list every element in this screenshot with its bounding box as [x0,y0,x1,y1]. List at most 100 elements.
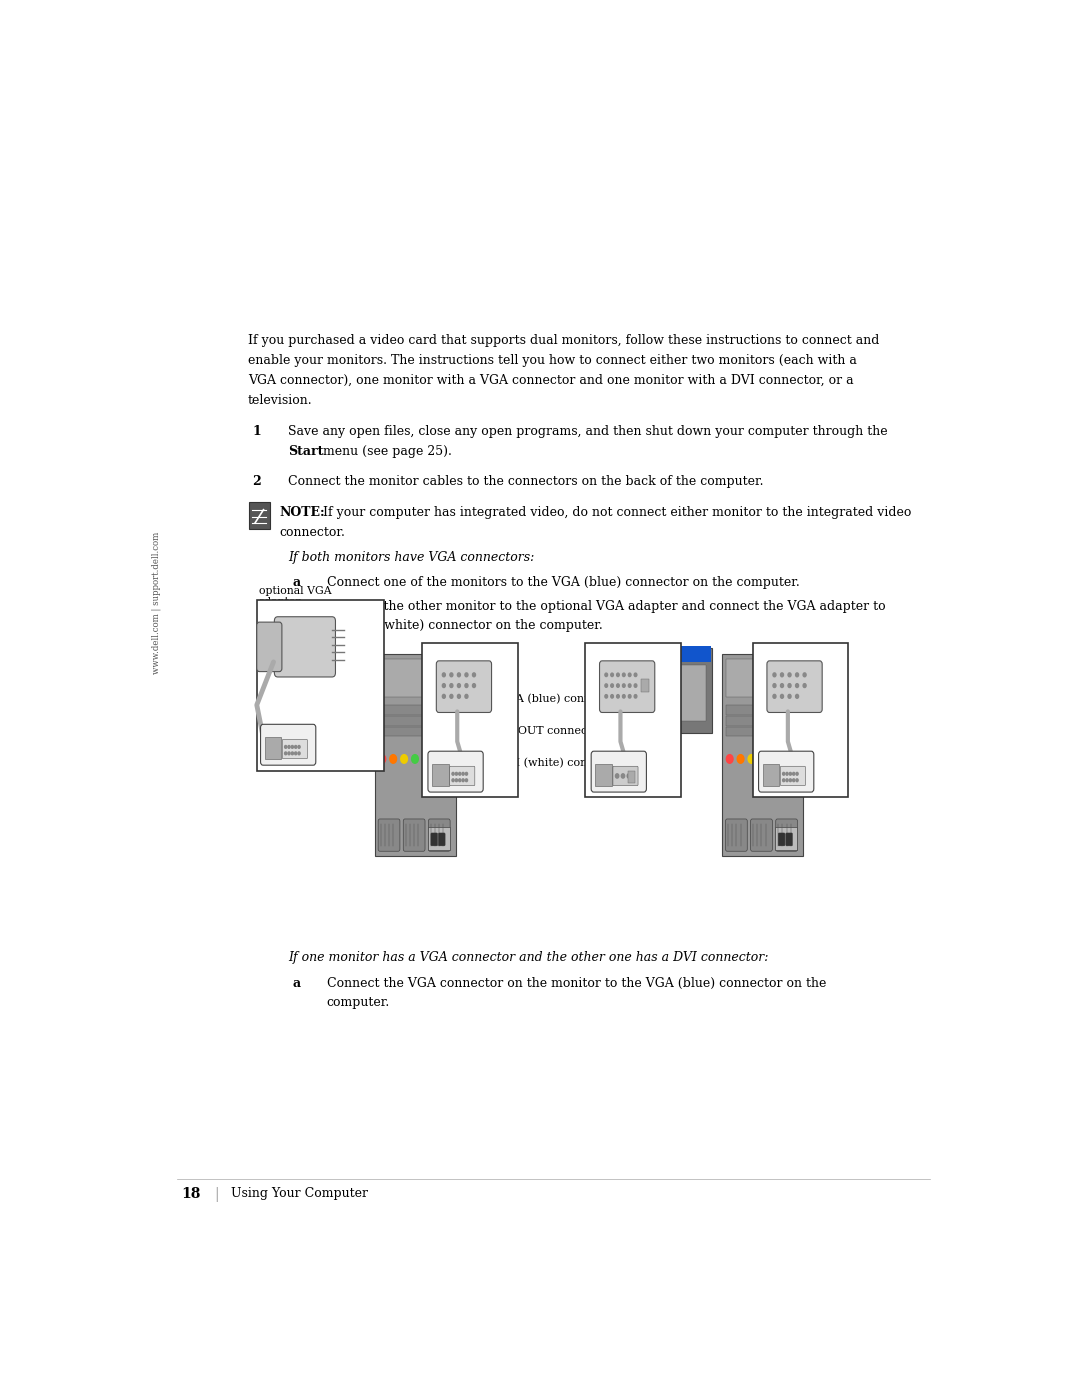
Circle shape [433,754,440,763]
Text: the DVI (white) connector on the computer.: the DVI (white) connector on the compute… [326,619,603,633]
Circle shape [781,754,787,763]
FancyBboxPatch shape [767,661,822,712]
Text: TV OUT connector: TV OUT connector [499,725,604,736]
Circle shape [462,780,464,782]
Circle shape [443,673,445,676]
Circle shape [617,694,619,698]
FancyBboxPatch shape [762,764,780,785]
Circle shape [465,683,468,687]
Circle shape [622,685,625,687]
Circle shape [634,673,637,676]
Circle shape [621,774,624,778]
Text: Connect the other monitor to the optional VGA adapter and connect the VGA adapte: Connect the other monitor to the optiona… [326,599,886,612]
Circle shape [379,754,386,763]
FancyBboxPatch shape [438,833,445,845]
Text: Using Your Computer: Using Your Computer [231,1187,368,1200]
Circle shape [796,694,798,698]
Circle shape [773,683,775,687]
Text: VGA: VGA [450,766,463,770]
FancyBboxPatch shape [779,833,785,845]
Circle shape [804,683,806,687]
Circle shape [292,752,294,754]
Circle shape [451,773,455,775]
Circle shape [456,773,458,775]
Circle shape [770,754,777,763]
Circle shape [472,673,475,676]
FancyBboxPatch shape [775,819,797,851]
FancyBboxPatch shape [640,679,649,692]
Circle shape [411,754,418,763]
FancyBboxPatch shape [449,767,475,785]
FancyBboxPatch shape [274,616,336,678]
FancyBboxPatch shape [282,739,308,759]
FancyBboxPatch shape [751,819,772,851]
FancyBboxPatch shape [613,767,638,785]
Circle shape [458,683,460,687]
Text: NOTE:: NOTE: [280,506,325,518]
Circle shape [783,780,785,782]
Text: 2: 2 [253,475,261,489]
Circle shape [634,685,637,687]
Circle shape [401,754,407,763]
Circle shape [465,773,468,775]
Circle shape [611,685,613,687]
FancyBboxPatch shape [726,717,800,725]
FancyBboxPatch shape [723,654,804,855]
FancyBboxPatch shape [781,767,806,785]
FancyBboxPatch shape [248,502,270,528]
Text: www.dell.com | support.dell.com: www.dell.com | support.dell.com [151,532,161,675]
Circle shape [738,754,744,763]
Text: b: b [293,599,301,612]
Text: menu (see page 25).: menu (see page 25). [320,444,453,458]
Text: VGA (blue) connector: VGA (blue) connector [499,694,621,704]
Circle shape [629,673,631,676]
Circle shape [390,754,396,763]
FancyBboxPatch shape [378,726,453,736]
Circle shape [622,694,625,698]
Text: If both monitors have VGA connectors:: If both monitors have VGA connectors: [288,552,535,564]
Circle shape [295,752,297,754]
Circle shape [796,683,798,687]
Circle shape [298,752,300,754]
Text: optional VGA
adapter: optional VGA adapter [259,585,332,608]
FancyBboxPatch shape [428,752,483,792]
FancyBboxPatch shape [403,819,426,851]
Text: Connect the VGA connector on the monitor to the VGA (blue) connector on the: Connect the VGA connector on the monitor… [326,977,826,989]
FancyBboxPatch shape [753,643,848,798]
Circle shape [786,780,788,782]
Circle shape [605,673,608,676]
Circle shape [781,683,783,687]
Circle shape [629,685,631,687]
Text: Connect one of the monitors to the VGA (blue) connector on the computer.: Connect one of the monitors to the VGA (… [326,577,799,590]
Text: VGA: VGA [283,738,296,743]
Circle shape [629,694,631,698]
Circle shape [422,754,429,763]
Circle shape [451,780,455,782]
Circle shape [773,694,775,698]
Circle shape [284,752,287,754]
Circle shape [796,780,798,782]
Circle shape [450,694,453,698]
Circle shape [443,683,445,687]
Text: 18: 18 [181,1187,201,1201]
FancyBboxPatch shape [585,643,680,798]
FancyBboxPatch shape [726,726,800,736]
Circle shape [611,694,613,698]
Text: 1: 1 [253,425,261,437]
Circle shape [459,780,461,782]
Text: Connect the monitor cables to the connectors on the back of the computer.: Connect the monitor cables to the connec… [288,475,764,489]
Circle shape [781,694,783,698]
FancyBboxPatch shape [758,752,814,792]
Text: |: | [215,1187,219,1203]
Circle shape [459,773,461,775]
Text: VGA connector), one monitor with a VGA connector and one monitor with a DVI conn: VGA connector), one monitor with a VGA c… [248,374,853,387]
FancyBboxPatch shape [378,705,453,715]
FancyBboxPatch shape [595,764,612,785]
Circle shape [789,773,792,775]
Circle shape [781,673,783,676]
Circle shape [627,774,631,778]
Circle shape [622,673,625,676]
FancyBboxPatch shape [295,645,364,662]
FancyBboxPatch shape [260,724,315,766]
Circle shape [605,685,608,687]
